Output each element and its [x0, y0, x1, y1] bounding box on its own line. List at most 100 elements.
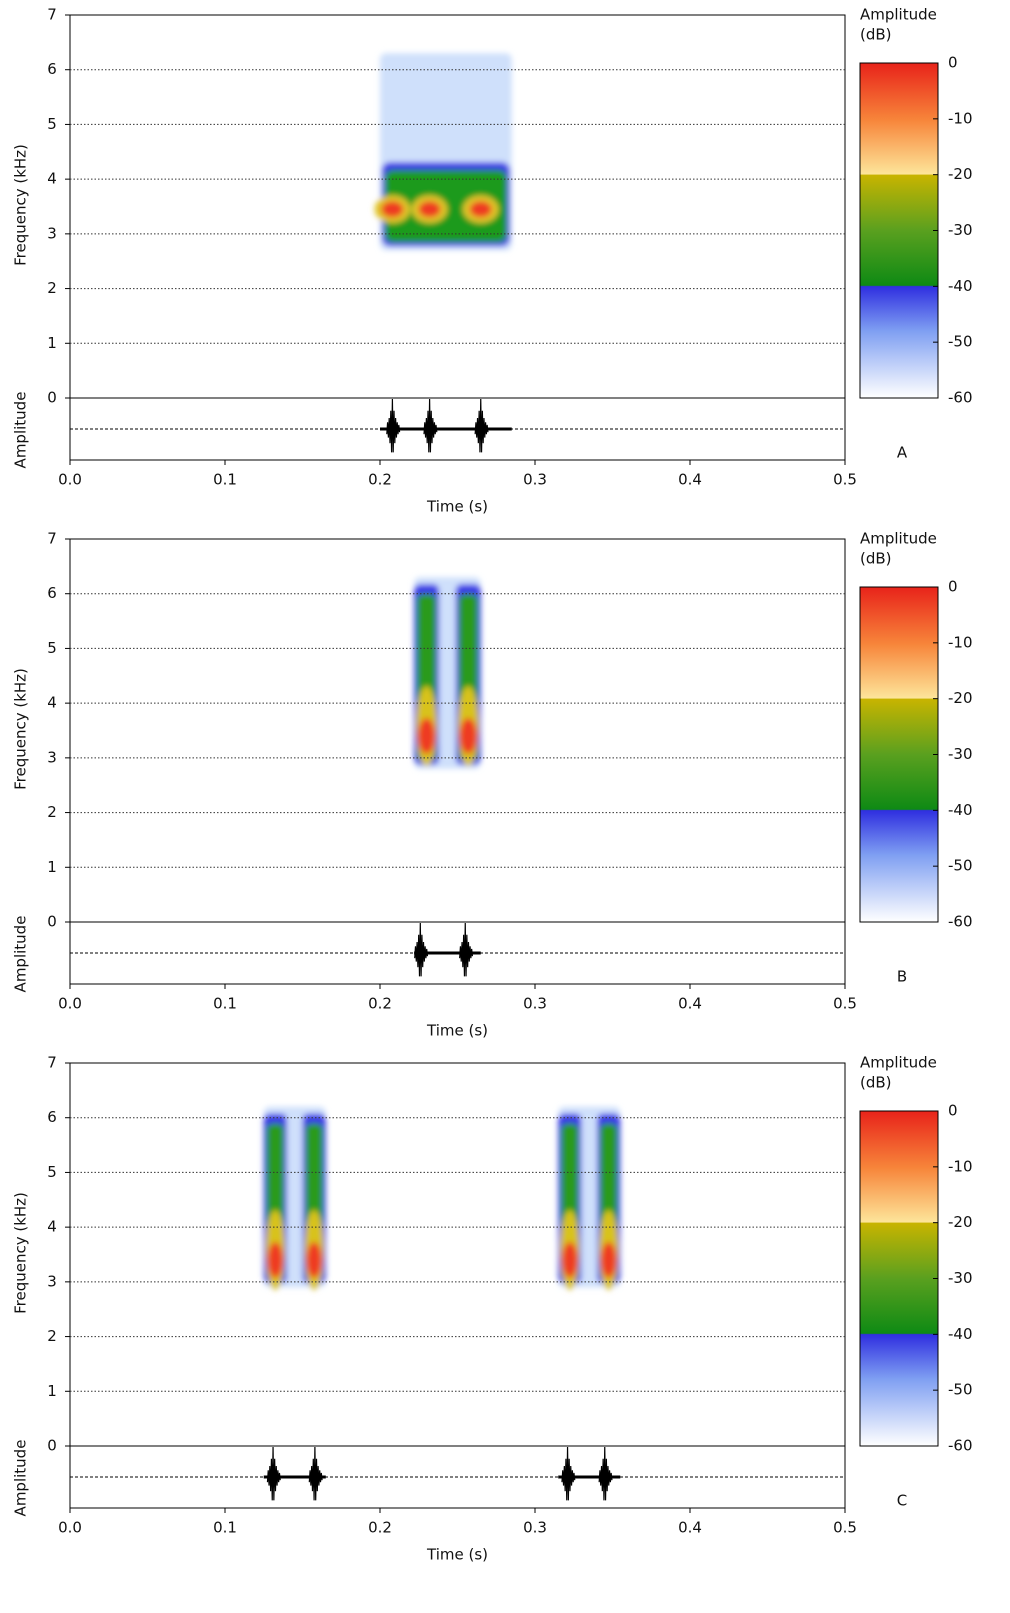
waveform-burst	[266, 1446, 281, 1501]
x-tick-label: 0.3	[523, 471, 547, 489]
waveform-burst	[386, 398, 401, 453]
colorbar-label: Amplitude	[860, 530, 937, 548]
colorbar	[859, 586, 939, 923]
colorbar-tick-label: 0	[948, 54, 958, 72]
call-peak	[469, 201, 492, 218]
plot-frame	[69, 538, 846, 985]
colorbar-label: Amplitude	[860, 1054, 937, 1072]
colorbar-tick-label: -60	[948, 1437, 973, 1455]
y-tick-label: 6	[47, 584, 57, 602]
y-tick-label: 6	[47, 60, 57, 78]
y-tick-label: 1	[47, 858, 57, 876]
colorbar-tick-label: -10	[948, 109, 973, 127]
x-tick-label: 0.5	[833, 471, 857, 489]
y-tick-label: 7	[47, 6, 57, 24]
amplitude-label: Amplitude	[12, 1440, 30, 1517]
plot-frame	[69, 14, 846, 461]
waveform-burst	[474, 398, 489, 453]
y-tick-label: 3	[47, 224, 57, 242]
colorbar-tick-label: -30	[948, 1269, 973, 1287]
y-tick-label: 1	[47, 1382, 57, 1400]
y-tick-label: 6	[47, 1108, 57, 1126]
y-tick-label: 3	[47, 1272, 57, 1290]
call-peak	[418, 201, 441, 218]
x-tick-label: 0.0	[58, 1519, 82, 1537]
amplitude-label: Amplitude	[12, 392, 30, 469]
y-tick-label: 3	[47, 748, 57, 766]
x-tick-label: 0.0	[58, 995, 82, 1013]
y-tick-label: 4	[47, 1218, 57, 1236]
y-tick-label: 4	[47, 694, 57, 712]
x-tick-label: 0.4	[678, 995, 702, 1013]
call-peak	[381, 201, 404, 218]
x-tick-label: 0.3	[523, 995, 547, 1013]
spectrogram-calls	[374, 53, 512, 251]
colorbar-tick-label: -10	[948, 1157, 973, 1175]
waveform-burst	[308, 1446, 323, 1501]
x-tick-label: 0.1	[213, 1519, 237, 1537]
colorbar-tick-label: -50	[948, 857, 973, 875]
x-tick-label: 0.2	[368, 995, 392, 1013]
colorbar-tick-label: -40	[948, 277, 973, 295]
x-tick-label: 0.1	[213, 471, 237, 489]
colorbar-tick-label: -30	[948, 745, 973, 763]
y-axis-label: Frequency (kHz)	[12, 144, 30, 266]
colorbar-label: (dB)	[860, 26, 892, 44]
colorbar-tick-label: -20	[948, 165, 973, 183]
colorbar-tick-label: -30	[948, 221, 973, 239]
x-tick-label: 0.5	[833, 1519, 857, 1537]
colorbar-tick-label: -20	[948, 1213, 973, 1231]
waveform-burst	[414, 922, 429, 977]
x-axis-label: Time (s)	[426, 498, 488, 516]
colorbar-tick-label: -60	[948, 389, 973, 407]
waveform-burst	[598, 1446, 613, 1501]
y-tick-label: 0	[47, 913, 57, 931]
y-tick-label: 2	[47, 279, 57, 297]
y-axis-label: Frequency (kHz)	[12, 668, 30, 790]
x-tick-label: 0.2	[368, 471, 392, 489]
colorbar-tick-label: 0	[948, 1102, 958, 1120]
panel-letter: A	[897, 444, 908, 462]
x-axis-label: Time (s)	[426, 1022, 488, 1040]
waveform-burst	[561, 1446, 576, 1501]
x-tick-label: 0.4	[678, 471, 702, 489]
y-tick-label: 4	[47, 170, 57, 188]
call-peak	[601, 1241, 617, 1278]
y-tick-label: 2	[47, 1327, 57, 1345]
waveform-burst	[423, 398, 438, 453]
panel-letter: B	[897, 968, 907, 986]
call-peak	[306, 1241, 322, 1278]
amplitude-label: Amplitude	[12, 916, 30, 993]
y-tick-label: 1	[47, 334, 57, 352]
y-tick-label: 2	[47, 803, 57, 821]
y-tick-label: 5	[47, 115, 57, 133]
spectrogram-calls	[414, 577, 481, 769]
colorbar-label: (dB)	[860, 550, 892, 568]
colorbar	[859, 1110, 939, 1447]
y-tick-label: 7	[47, 530, 57, 548]
call-peak	[459, 717, 477, 754]
plot-frame	[69, 1062, 846, 1509]
y-tick-label: 7	[47, 1054, 57, 1072]
call-peak	[562, 1241, 578, 1278]
x-tick-label: 0.5	[833, 995, 857, 1013]
colorbar-tick-label: -40	[948, 801, 973, 819]
y-tick-label: 5	[47, 1163, 57, 1181]
spectrogram-calls	[263, 1106, 621, 1290]
colorbar-tick-label: 0	[948, 578, 958, 596]
y-tick-label: 0	[47, 1437, 57, 1455]
call-peak	[267, 1241, 283, 1278]
y-tick-label: 0	[47, 389, 57, 407]
colorbar	[859, 62, 939, 399]
x-tick-label: 0.2	[368, 1519, 392, 1537]
x-tick-label: 0.4	[678, 1519, 702, 1537]
y-axis-label: Frequency (kHz)	[12, 1192, 30, 1314]
colorbar-label: Amplitude	[860, 6, 937, 24]
call-peak	[418, 717, 436, 754]
x-tick-label: 0.0	[58, 471, 82, 489]
x-tick-label: 0.3	[523, 1519, 547, 1537]
y-tick-label: 5	[47, 639, 57, 657]
waveform-burst	[459, 922, 474, 977]
colorbar-tick-label: -10	[948, 633, 973, 651]
